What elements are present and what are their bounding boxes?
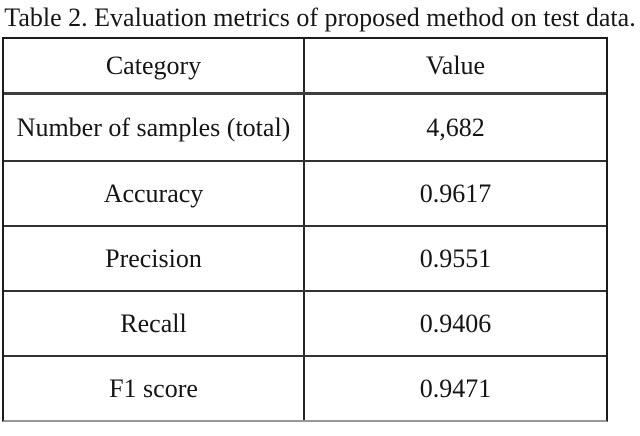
cell-value: 0.9617 <box>419 178 492 208</box>
table-row: Recall 0.9406 <box>4 290 606 355</box>
cell-value: 0.9406 <box>419 308 492 338</box>
cell-category: Precision <box>4 227 305 290</box>
cell-value: 0.9471 <box>419 373 492 403</box>
metrics-table: Category Value Number of samples (total)… <box>2 37 608 422</box>
header-row: Category Value <box>4 39 606 95</box>
column-header-category: Category <box>4 39 305 92</box>
table-row: Number of samples (total) 4,682 <box>4 95 606 160</box>
cell-value: 0.9551 <box>419 243 492 273</box>
table-row: F1 score 0.9471 <box>4 355 606 420</box>
cell-category: Recall <box>4 292 305 355</box>
cell-category: Number of samples (total) <box>4 95 305 160</box>
cell-category: Accuracy <box>4 162 305 225</box>
cell-value: 4,682 <box>426 112 485 142</box>
table-row: Accuracy 0.9617 <box>4 160 606 225</box>
column-header-value: Value <box>425 50 486 80</box>
table-row: Precision 0.9551 <box>4 225 606 290</box>
cell-category: F1 score <box>4 357 305 420</box>
table-caption: Table 2. Evaluation metrics of proposed … <box>4 3 636 32</box>
